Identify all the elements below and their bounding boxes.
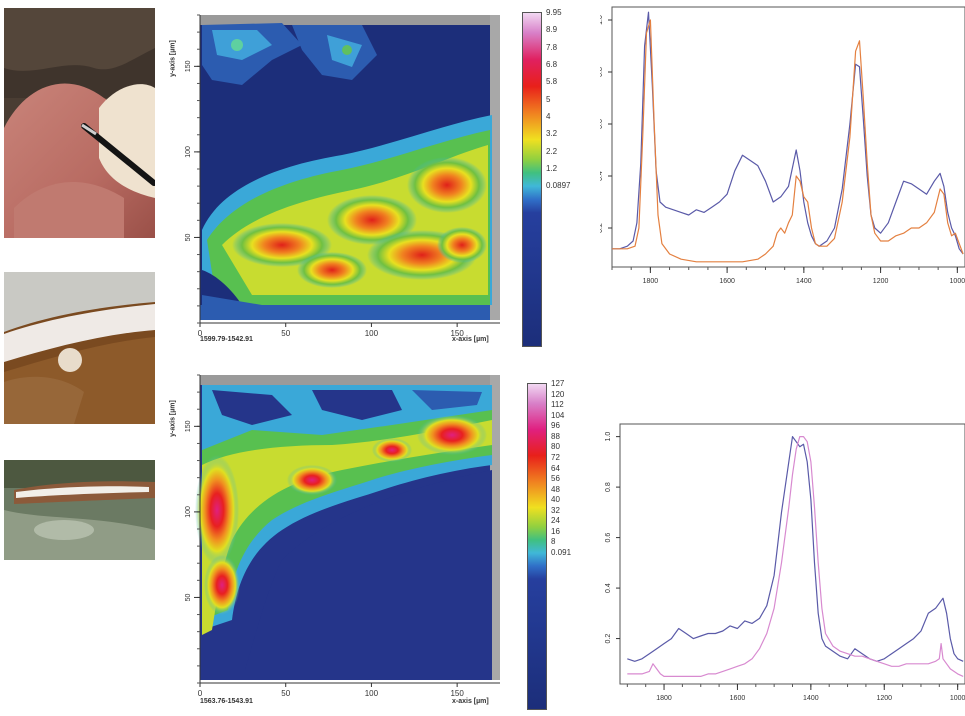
colorbar-bottom-label: 112 <box>551 400 564 410</box>
colorbar-bottom-label: 56 <box>551 474 560 484</box>
spectrum-top-svg: 1800 1600 1400 1200 1000 0.2 0.4 0.6 0.8 1.0 <box>597 6 965 285</box>
map-top-ytick-label: 100 <box>185 146 192 158</box>
spectrum-bottom-series-1-line <box>627 436 964 662</box>
colorbar-bottom-label: 24 <box>551 516 560 526</box>
spectrum-top-series-1-line <box>612 11 964 255</box>
spectrum-bottom-xtick-label: 1000 <box>950 695 965 702</box>
map-top-ytick-label: 150 <box>185 60 192 72</box>
colorbar-top-label: 5.8 <box>546 77 558 87</box>
painting-detail-photo <box>4 8 155 238</box>
colorbar-bottom-label: 127 <box>551 379 565 388</box>
colorbar-bottom-label: 40 <box>551 495 560 505</box>
map-top-xtick-label: 150 <box>450 329 464 338</box>
map-bottom-xlabel: x-axis [µm] <box>452 698 489 705</box>
spectrum-top-xtick-label: 1600 <box>719 278 735 285</box>
colorbar-bottom-label: 120 <box>551 389 565 399</box>
colorbar-top-label: 0.0897 <box>546 181 571 191</box>
map-bottom-ytick-label: 150 <box>185 420 192 432</box>
map-bottom-xtick-label: 0 <box>198 689 203 698</box>
spectrum-top: 1800 1600 1400 1200 1000 0.2 0.4 0.6 0.8 1.0 <box>597 5 965 295</box>
spectrum-bottom-svg: 1800 1600 1400 1200 1000 0.2 0.4 0.6 0.8 1.0 <box>605 423 965 702</box>
cross-section-photo-1 <box>4 272 155 424</box>
colorbar-top-label: 1.2 <box>546 163 558 173</box>
spectrum-bottom-ytick-label: 1.0 <box>605 432 612 442</box>
colorbar-top-label: 3.2 <box>546 129 558 139</box>
cross-section-photo-2 <box>4 460 155 560</box>
spectrum-top-ytick-label: 0.4 <box>600 171 604 181</box>
spectrum-top-xtick-label: 1400 <box>796 278 812 285</box>
map-bottom-ylabel: y-axis [µm] <box>169 400 177 437</box>
colorbar-bottom-label: 104 <box>551 410 565 420</box>
spectrum-top-xtick-label: 1000 <box>950 278 965 285</box>
colorbar-top: 9.95 8.9 7.8 6.8 5.8 5 4 3.2 2.2 1.2 0.0897 <box>522 8 592 347</box>
colorbar-bottom-label: 64 <box>551 463 560 473</box>
colorbar-top-label: 5 <box>546 94 551 104</box>
colorbar-bottom-label: 32 <box>551 505 560 515</box>
colorbar-bottom-label: 88 <box>551 431 560 441</box>
map-top: 0 50 100 150 50 100 150 y-axis [µm] 1599.79-1… <box>162 5 522 350</box>
spectrum-bottom-ytick-label: 0.6 <box>605 533 612 543</box>
map-bottom-ytick-label: 100 <box>185 506 192 518</box>
colorbar-bottom-label: 80 <box>551 442 560 452</box>
colorbar-top-label: 6.8 <box>546 59 558 69</box>
colorbar-top-label: 8.9 <box>546 25 558 35</box>
colorbar-bottom-label: 72 <box>551 452 560 462</box>
spectrum-bottom-xtick-label: 1800 <box>656 695 672 702</box>
spectrum-bottom-frame <box>619 423 965 685</box>
colorbar-bottom-label: 8 <box>551 537 556 547</box>
spectrum-top-ytick-label: 0.2 <box>600 223 604 233</box>
map-top-xlabel: x-axis [µm] <box>452 336 489 343</box>
spectrum-top-ytick-label: 0.8 <box>600 67 604 77</box>
map-bottom-xtick-label: 150 <box>450 689 464 698</box>
spectrum-bottom-xtick-label: 1200 <box>876 695 892 702</box>
spectrum-bottom: 1800 1600 1400 1200 1000 0.2 0.4 0.6 0.8 1.0 <box>600 420 965 711</box>
map-bottom-ytick-label: 50 <box>185 593 192 601</box>
spectrum-top-xtick-label: 1200 <box>873 278 889 285</box>
spectrum-bottom-xtick-label: 1600 <box>730 695 746 702</box>
spectrum-bottom-xtick-label: 1400 <box>803 695 819 702</box>
colorbar-bottom-label: 48 <box>551 484 560 494</box>
spectrum-top-xtick-label: 1800 <box>643 278 659 285</box>
map-bottom-xtick-label: 50 <box>281 689 290 698</box>
spectrum-top-ytick-label: 0.6 <box>600 119 604 129</box>
colorbar-top-label: 4 <box>546 111 551 121</box>
spectrum-bottom-series-2-line <box>627 436 964 677</box>
map-bottom-xtick-label: 100 <box>365 689 379 698</box>
map-top-range-label: 1599.79-1542.91 <box>200 336 253 343</box>
map-bottom-range-label: 1563.76-1543.91 <box>200 698 253 705</box>
map-top-xtick-label: 100 <box>365 329 379 338</box>
colorbar-top-label: 2.2 <box>546 146 558 156</box>
colorbar-top-label: 7.8 <box>546 42 558 52</box>
spectrum-top-series-2-line <box>612 19 964 263</box>
colorbar-top-label: 9.95 <box>546 8 562 17</box>
map-top-xtick-label: 50 <box>281 329 290 338</box>
map-top-xtick-label: 0 <box>198 329 203 338</box>
colorbar-bottom: 127 120 112 104 96 88 80 72 64 56 48 40 32 24 16 8 0.091 <box>527 379 597 711</box>
spectrum-bottom-ytick-label: 0.8 <box>605 482 612 492</box>
spectrum-bottom-ytick-label: 0.4 <box>605 583 612 593</box>
colorbar-top-gradient <box>522 12 542 347</box>
map-top-ytick-label: 50 <box>185 233 192 241</box>
colorbar-bottom-label: 96 <box>551 421 560 431</box>
spectrum-top-ytick-label: 1.0 <box>600 15 604 25</box>
colorbar-bottom-label: 16 <box>551 526 560 536</box>
colorbar-bottom-label: 0.091 <box>551 548 572 557</box>
map-top-ylabel: y-axis [µm] <box>169 40 177 77</box>
map-top-svg: 0 50 100 150 50 100 150 <box>185 14 500 338</box>
colorbar-bottom-gradient <box>527 383 547 710</box>
spectrum-bottom-ytick-label: 0.2 <box>605 634 612 644</box>
